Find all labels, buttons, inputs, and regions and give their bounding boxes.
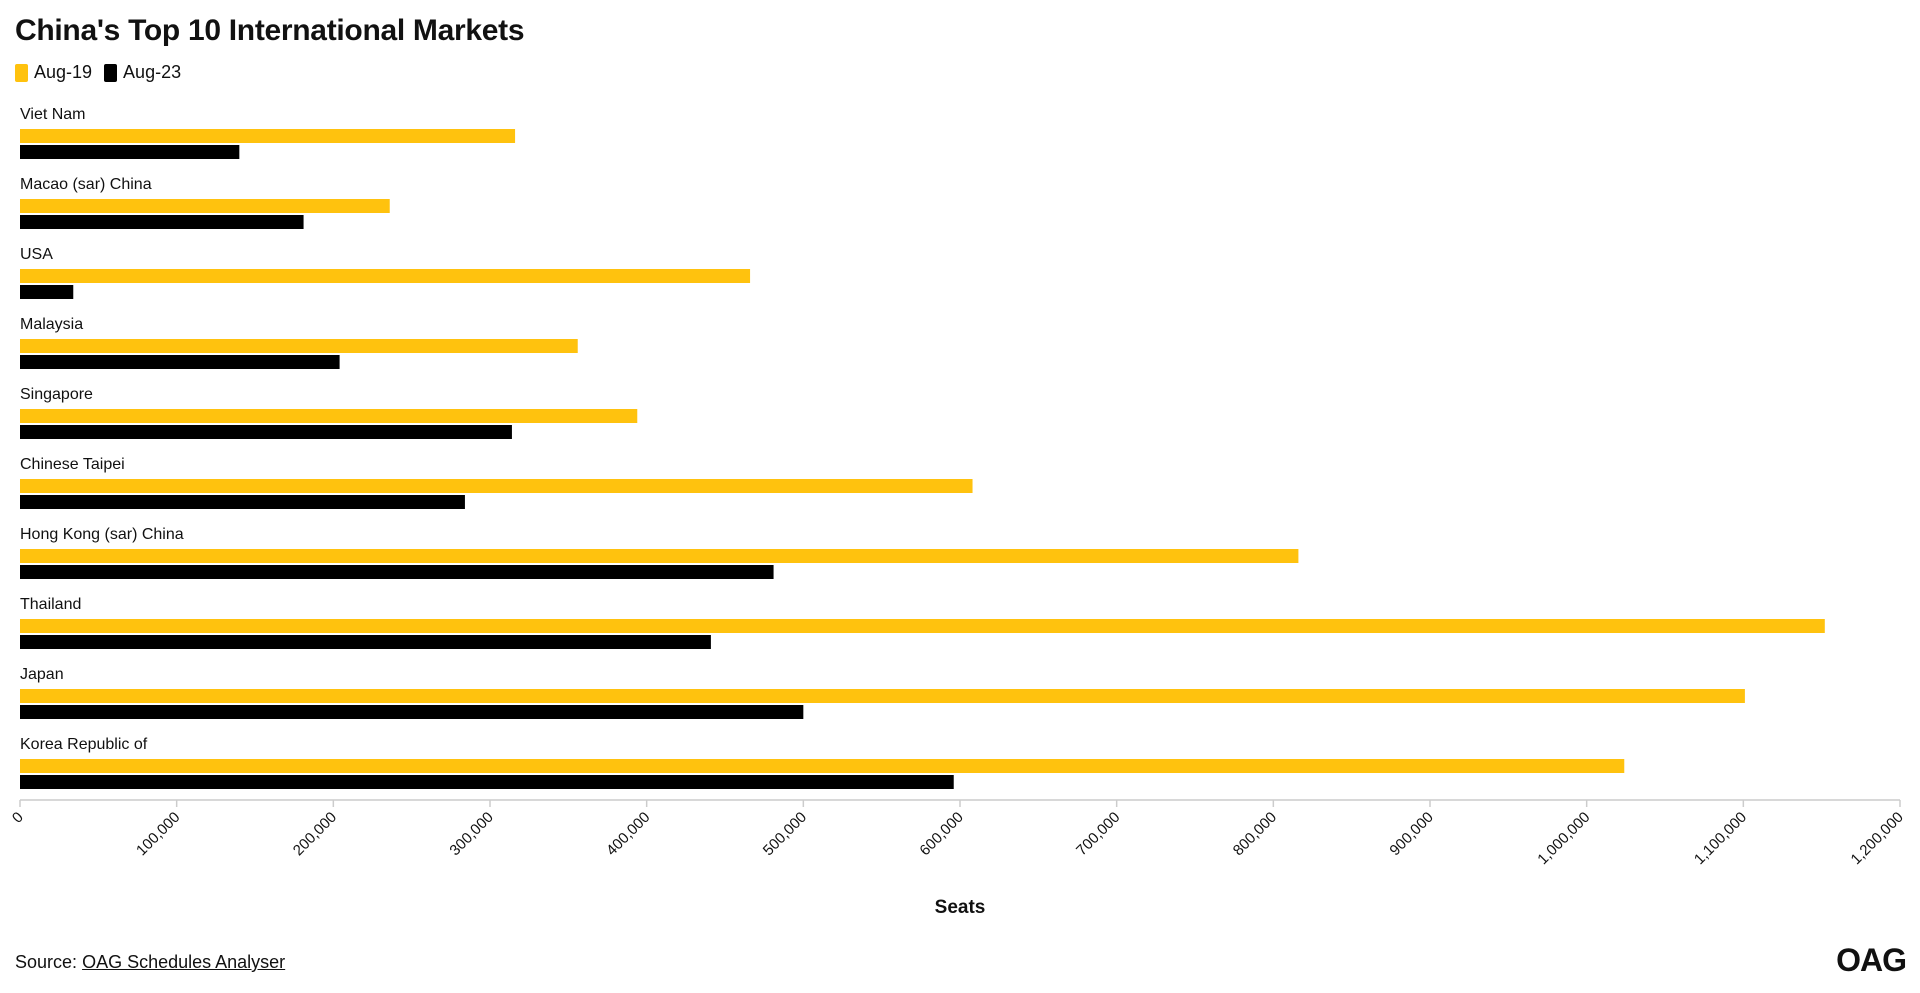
x-axis-title: Seats [935,897,986,918]
bar-aug-23-japan [20,705,804,719]
category-label-viet-nam: Viet Nam [20,106,86,123]
bar-aug-19-malaysia [20,339,578,353]
x-tick-label-2: 200,000 [290,809,340,859]
legend-swatch-aug19 [15,63,28,82]
x-tick-label-7: 700,000 [1073,809,1123,859]
x-tick-label-1: 100,000 [133,809,183,859]
legend-item-aug19: Aug-19 [15,62,92,83]
bar-aug-23-korea-republic-of [20,775,954,789]
bar-aug-23-chinese-taipei [20,495,465,509]
legend-swatch-aug23 [104,63,118,82]
bar-aug-19-hong-kong-sar-china [20,549,1299,563]
x-tick-label-9: 900,000 [1386,809,1436,859]
x-tick-label-6: 600,000 [916,809,966,859]
category-label-korea-republic-of: Korea Republic of [20,736,148,753]
category-label-hong-kong-sar-china: Hong Kong (sar) China [20,526,184,543]
bar-aug-19-viet-nam [20,129,516,143]
category-label-singapore: Singapore [20,386,93,403]
bar-aug-23-usa [20,285,74,299]
bar-aug-19-korea-republic-of [20,759,1625,773]
category-label-macao-sar-china: Macao (sar) China [20,176,152,193]
bar-aug-19-singapore [20,409,638,423]
bar-aug-19-chinese-taipei [20,479,973,493]
legend-label-aug19: Aug-19 [34,62,93,82]
x-tick-label-0: 0 [9,809,27,827]
bar-aug-19-usa [20,269,751,283]
category-label-malaysia: Malaysia [20,316,83,333]
source-prefix: Source: [15,952,78,972]
x-tick-label-11: 1,100,000 [1691,809,1750,868]
bar-aug-23-thailand [20,635,711,649]
x-tick-label-3: 300,000 [446,809,496,859]
category-label-usa: USA [20,246,53,263]
category-label-thailand: Thailand [20,596,81,613]
chart-title: China's Top 10 International Markets [15,14,525,47]
oag-logo: OAG [1836,942,1907,978]
x-tick-label-8: 800,000 [1230,809,1280,859]
bar-aug-23-malaysia [20,355,340,369]
source-link[interactable]: OAG Schedules Analyser [82,952,286,972]
legend: Aug-19 Aug-23 [15,62,181,83]
x-tick-label-4: 400,000 [603,809,653,859]
source-note: Source: OAG Schedules Analyser [15,952,285,973]
x-tick-label-10: 1,000,000 [1534,809,1593,868]
bar-aug-19-thailand [20,619,1825,633]
category-label-chinese-taipei: Chinese Taipei [20,456,125,473]
bar-aug-19-macao-sar-china [20,199,390,213]
x-tick-label-5: 500,000 [760,809,810,859]
bar-aug-19-japan [20,689,1745,703]
bar-aug-23-viet-nam [20,145,240,159]
bar-aug-23-singapore [20,425,512,439]
bar-aug-23-hong-kong-sar-china [20,565,774,579]
x-tick-label-12: 1,200,000 [1848,809,1907,868]
bar-aug-23-macao-sar-china [20,215,304,229]
legend-item-aug23: Aug-23 [104,62,181,83]
category-label-japan: Japan [20,666,64,683]
legend-label-aug23: Aug-23 [123,62,182,82]
